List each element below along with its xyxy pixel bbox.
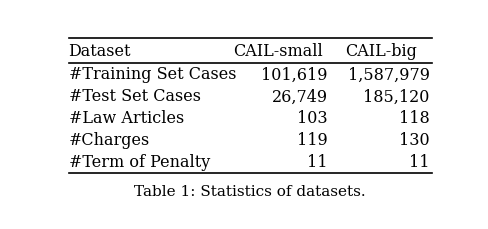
Text: Dataset: Dataset [68, 43, 131, 60]
Text: 11: 11 [409, 154, 430, 170]
Text: 101,619: 101,619 [261, 66, 327, 83]
Text: #Test Set Cases: #Test Set Cases [68, 88, 201, 105]
Text: #Training Set Cases: #Training Set Cases [68, 66, 236, 83]
Text: 1,587,979: 1,587,979 [348, 66, 430, 83]
Text: 26,749: 26,749 [271, 88, 327, 105]
Text: CAIL-small: CAIL-small [234, 43, 324, 60]
Text: 185,120: 185,120 [364, 88, 430, 105]
Text: 11: 11 [307, 154, 327, 170]
Text: #Law Articles: #Law Articles [68, 110, 184, 127]
Text: 118: 118 [399, 110, 430, 127]
Text: 119: 119 [297, 132, 327, 149]
Text: CAIL-big: CAIL-big [345, 43, 417, 60]
Text: 130: 130 [399, 132, 430, 149]
Text: 103: 103 [297, 110, 327, 127]
Text: #Term of Penalty: #Term of Penalty [68, 154, 210, 170]
Text: #Charges: #Charges [68, 132, 150, 149]
Text: Table 1: Statistics of datasets.: Table 1: Statistics of datasets. [134, 185, 366, 199]
